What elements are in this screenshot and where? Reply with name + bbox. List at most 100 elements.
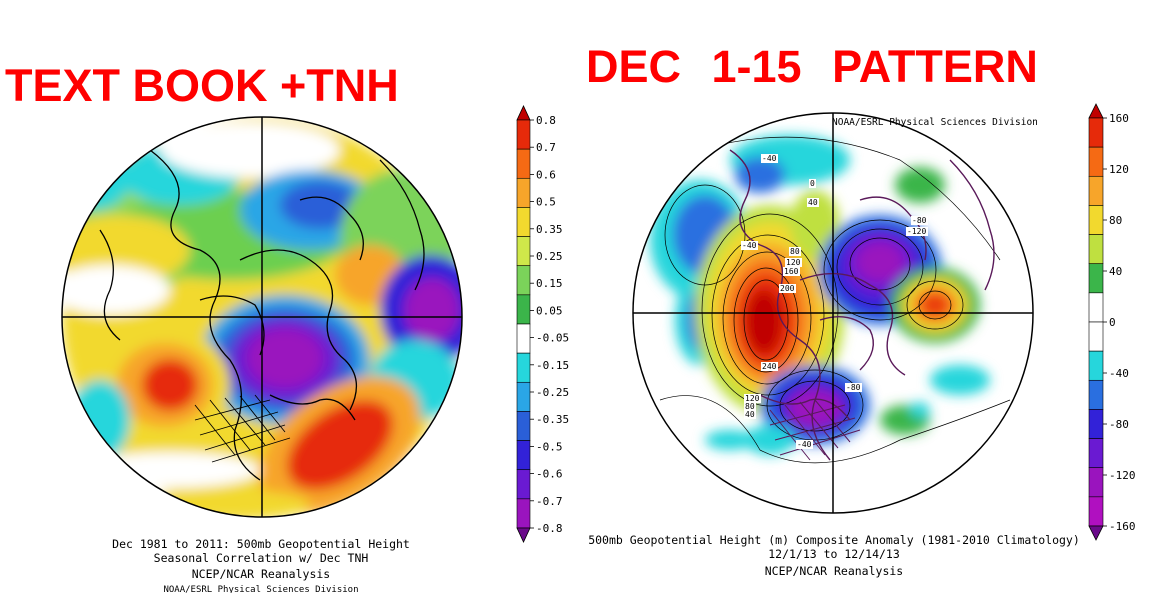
contour-label: 40 [745, 410, 755, 419]
right-colorbar-label: -120 [1109, 469, 1136, 482]
right-colorbar-segment [1088, 117, 1104, 148]
right-caption-line-1: 500mb Geopotential Height (m) Composite … [588, 533, 1080, 547]
contour-label-bg [789, 247, 801, 256]
left-credit: NOAA/ESRL Physical Sciences Division [163, 585, 359, 593]
contour-label-bg [807, 198, 819, 207]
left-colorbar-segment [516, 411, 531, 441]
right-colorbar-segment [1088, 263, 1104, 294]
right-colorbar-segment [1088, 292, 1104, 323]
right-colorbar-label: -160 [1109, 520, 1136, 533]
contour-label-bg [783, 267, 800, 276]
left-colorbar-segment [516, 294, 531, 325]
left-colorbar-top-arrow [516, 105, 531, 121]
left-colorbar-segment [516, 177, 531, 208]
left-colorbar-label: 0.35 [536, 223, 563, 236]
left-colorbar-label: -0.25 [536, 386, 569, 399]
left-colorbar-label: 0.7 [536, 141, 556, 154]
right-caption: 500mb Geopotential Height (m) Composite … [586, 533, 1082, 578]
left-caption: Dec 1981 to 2011: 500mb Geopotential Hei… [110, 537, 412, 593]
left-colorbar-label: -0.6 [536, 468, 563, 481]
contour-label-bg [744, 402, 756, 411]
left-colorbar-segment [516, 207, 531, 237]
contour-label-bg [744, 410, 756, 419]
left-colorbar-label: 0.25 [536, 250, 563, 263]
left-colorbar-label: 0.05 [536, 304, 563, 317]
left-colorbar: 0.8 0.7 0.6 0.5 0.35 0.25 0.15 0.05 -0.05 -0.15 -0… [516, 105, 569, 543]
contour-label: 80 [790, 247, 800, 256]
right-colorbar-label: 160 [1109, 112, 1129, 125]
left-colorbar-segment [516, 148, 531, 179]
right-colorbar-segment [1088, 409, 1104, 439]
left-caption-line-2: Seasonal Correlation w/ Dec TNH [153, 551, 369, 565]
right-colorbar-segment [1088, 146, 1104, 177]
right-colorbar-bottom-arrow [1088, 525, 1104, 541]
contour-label-bg [761, 154, 778, 163]
right-colorbar-label: 80 [1109, 214, 1122, 227]
contour-label-bg [906, 227, 928, 236]
contour-label: 80 [745, 402, 755, 411]
contour-label: -40 [742, 241, 757, 250]
left-colorbar-label: 0.5 [536, 196, 556, 209]
left-colorbar-segment [516, 323, 531, 354]
left-colorbar-label: -0.35 [536, 413, 569, 426]
right-headline: DEC 1-15 PATTERN [586, 41, 1038, 92]
left-colorbar-label: 0.6 [536, 168, 556, 181]
left-colorbar-label: 0.8 [536, 114, 556, 127]
left-colorbar-segment [516, 498, 531, 529]
left-colorbar-segment [516, 352, 531, 383]
right-colorbar: 160 120 80 40 0 -40 -80 -120 -160 [1088, 103, 1136, 541]
contour-label-bg [809, 179, 816, 188]
right-colorbar-segment [1088, 350, 1104, 381]
contour-label-bg [785, 258, 802, 267]
contour-label-bg [796, 440, 813, 449]
right-anomaly-map: -4004080120160200240-40-80-120-80-401208… [632, 112, 1034, 514]
left-colorbar-segment [516, 440, 531, 471]
contour-label-bg [911, 216, 928, 225]
right-colorbar-label: 120 [1109, 163, 1129, 176]
left-colorbar-bottom-arrow [516, 527, 531, 543]
contour-label-bg [741, 241, 758, 250]
left-colorbar-segment [516, 119, 531, 150]
right-colorbar-segment [1088, 175, 1104, 206]
contour-label: -80 [846, 383, 861, 392]
left-colorbar-label: -0.8 [536, 522, 563, 535]
contour-label: -80 [912, 216, 927, 225]
contour-label: -40 [797, 440, 812, 449]
contour-label-bg [761, 362, 778, 371]
contour-labels: -4004080120160200240-40-80-120-80-401208… [741, 154, 928, 449]
right-colorbar-segment [1088, 321, 1104, 352]
left-colorbar-segment [516, 236, 531, 267]
contour-label: -120 [907, 227, 926, 236]
left-caption-line-1: Dec 1981 to 2011: 500mb Geopotential Hei… [112, 537, 410, 551]
contour-label-bg [744, 394, 761, 403]
right-colorbar-segment [1088, 234, 1104, 265]
contour-label: 160 [784, 267, 799, 276]
right-colorbar-top-arrow [1088, 103, 1104, 119]
right-colorbar-segment [1088, 496, 1104, 527]
left-colorbar-label: -0.5 [536, 440, 563, 453]
left-colorbar-segment [516, 469, 531, 500]
right-caption-line-2: 12/1/13 to 12/14/13 [768, 547, 900, 561]
left-colorbar-segment [516, 265, 531, 296]
left-colorbar-label: -0.05 [536, 332, 569, 345]
right-colorbar-label: 0 [1109, 316, 1116, 329]
contour-label-bg [845, 383, 862, 392]
left-correlation-map [61, 116, 463, 518]
contour-label: 40 [808, 198, 818, 207]
left-colorbar-label: -0.7 [536, 495, 563, 508]
right-colorbar-segment [1088, 205, 1104, 235]
contour-label: 240 [762, 362, 777, 371]
left-colorbar-segment [516, 381, 531, 412]
right-colorbar-segment [1088, 438, 1104, 469]
contour-label: 120 [786, 258, 801, 267]
right-colorbar-label: 40 [1109, 265, 1122, 278]
right-credit: NOAA/ESRL Physical Sciences Division [832, 117, 1038, 128]
right-colorbar-label: -40 [1109, 367, 1129, 380]
right-colorbar-label: -80 [1109, 418, 1129, 431]
left-headline: TEXT BOOK +TNH [5, 60, 399, 111]
contour-label: 120 [745, 394, 760, 403]
right-colorbar-segment [1088, 467, 1104, 498]
left-colorbar-label: -0.15 [536, 359, 569, 372]
left-colorbar-label: 0.15 [536, 277, 563, 290]
